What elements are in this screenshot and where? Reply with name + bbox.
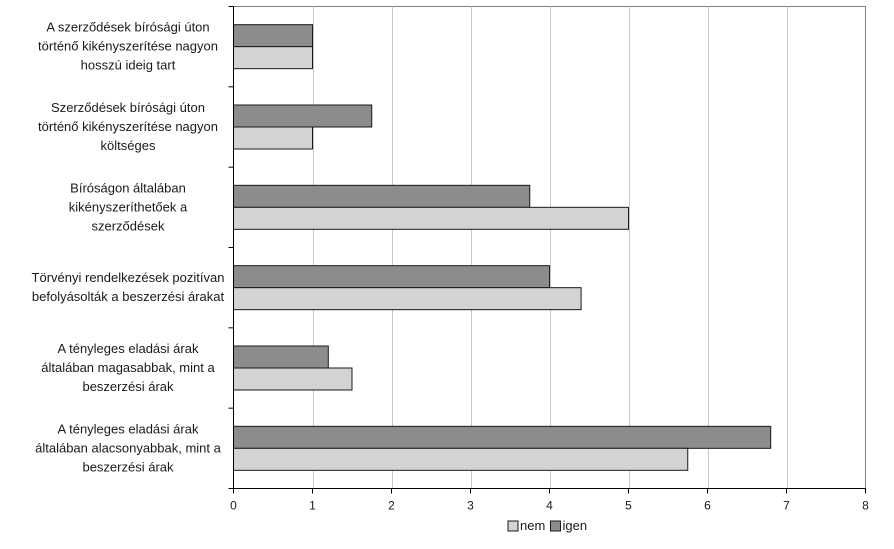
axes <box>228 6 866 494</box>
x-tick-label: 0 <box>230 499 237 513</box>
legend-label-nem: nem <box>520 518 545 533</box>
bar-nem <box>233 447 689 471</box>
category-label-line: történő kikényszerítése nagyon <box>38 119 218 134</box>
category-label: Szerződések bírósági úton történő kikénys… <box>38 100 218 153</box>
category-label-line: beszerzési árak <box>82 459 174 474</box>
category-labels: A szerződések bírósági úton történő kikén… <box>32 20 225 475</box>
category-label: Bíróságon általában kikényszeríthetőek a s… <box>69 180 188 233</box>
category-label-line: befolyásolták a beszerzési árakat <box>32 289 225 304</box>
legend-label-igen: igen <box>563 518 588 533</box>
category-label-line: Törvényi rendelkezések pozitívan <box>32 270 225 285</box>
category-label-line: A szerződések bírósági úton <box>46 20 209 35</box>
bar-nem <box>233 206 629 230</box>
bar-igen <box>233 24 313 48</box>
category-label-line: A tényleges eladási árak <box>58 341 199 356</box>
category-label-line: költséges <box>101 138 156 153</box>
bar-nem <box>233 367 353 391</box>
legend-swatch-igen <box>550 520 561 532</box>
bar-igen <box>233 184 531 208</box>
category-label-line: Bíróságon általában <box>70 180 186 195</box>
x-tick-label: 5 <box>625 499 632 513</box>
legend-swatch-nem <box>507 520 519 532</box>
bar-nem <box>233 287 582 311</box>
x-tick-label: 1 <box>309 499 316 513</box>
category-label: A tényleges eladási árak általában magasa… <box>41 341 215 394</box>
category-label-line: általában alacsonyabbak, mint a <box>35 440 222 455</box>
category-label: A szerződések bírósági úton történő kikén… <box>38 20 218 73</box>
x-tick-label: 3 <box>467 499 474 513</box>
bar-nem <box>233 46 313 70</box>
bar-nem <box>233 126 313 150</box>
x-tick-label: 2 <box>388 499 395 513</box>
x-tick-label: 6 <box>704 499 711 513</box>
category-label-line: általában magasabbak, mint a <box>41 360 215 375</box>
bar-igen <box>233 265 550 289</box>
category-label-line: hosszú ideig tart <box>81 58 176 73</box>
category-label: Törvényi rendelkezések pozitívan befolyás… <box>32 270 225 304</box>
plot-frame <box>233 6 866 489</box>
category-label-line: Szerződések bírósági úton <box>51 100 205 115</box>
category-label-line: szerződések <box>92 218 165 233</box>
category-label-line: kikényszeríthetőek a <box>69 199 188 214</box>
category-label-line: A tényleges eladási árak <box>58 421 199 436</box>
category-label: A tényleges eladási árak általában alacso… <box>35 421 222 474</box>
category-label-line: beszerzési árak <box>82 379 174 394</box>
x-tick-label: 4 <box>546 499 553 513</box>
bar-igen <box>233 425 772 449</box>
category-label-line: történő kikényszerítése nagyon <box>38 39 218 54</box>
bar-igen <box>233 104 373 128</box>
x-tick-label: 8 <box>862 499 869 513</box>
x-tick-labels: 0 1 2 3 4 5 6 7 8 <box>230 499 869 513</box>
legend: nem igen <box>507 518 588 533</box>
x-tick-label: 7 <box>783 499 790 513</box>
bar-igen <box>233 345 329 369</box>
gridlines <box>313 6 788 489</box>
